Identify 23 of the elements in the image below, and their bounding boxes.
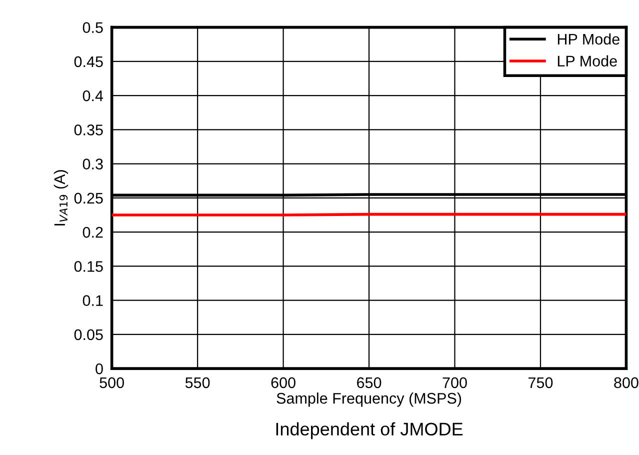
x-tick-label: 750	[528, 377, 553, 388]
y-tick-label: 0.25	[74, 192, 103, 204]
y-tick-label: 0.4	[82, 90, 104, 102]
y-tick-label: 0.45	[74, 56, 103, 68]
x-tick-label: 600	[271, 377, 296, 388]
y-tick-label: 0.05	[74, 329, 103, 340]
y-tick-label: 0.2	[82, 226, 103, 238]
y-tick-label: 0.1	[82, 295, 103, 306]
text: Independent of JMODE	[276, 422, 463, 440]
x-tick-label: 800	[614, 377, 638, 388]
y-axis-title: I$_{VA19}$ (A)	[54, 170, 68, 226]
legend-label: LP Mode	[558, 55, 617, 67]
y-tick-label: 0.35	[74, 124, 103, 136]
y-tick-label: 0.15	[74, 261, 103, 272]
y-tick-label: 0	[96, 363, 103, 374]
x-tick-label: 650	[357, 377, 382, 388]
x-tick-label: 500	[100, 377, 124, 388]
x-tick-label: 550	[185, 377, 210, 388]
legend-label: HP Mode	[558, 33, 620, 45]
x-tick-label: 700	[442, 377, 467, 388]
x-axis-title: Sample Frequency (MSPS)	[276, 392, 462, 407]
y-tick-label: 0.3	[82, 158, 103, 170]
y-tick-label: 0.5	[82, 22, 103, 33]
